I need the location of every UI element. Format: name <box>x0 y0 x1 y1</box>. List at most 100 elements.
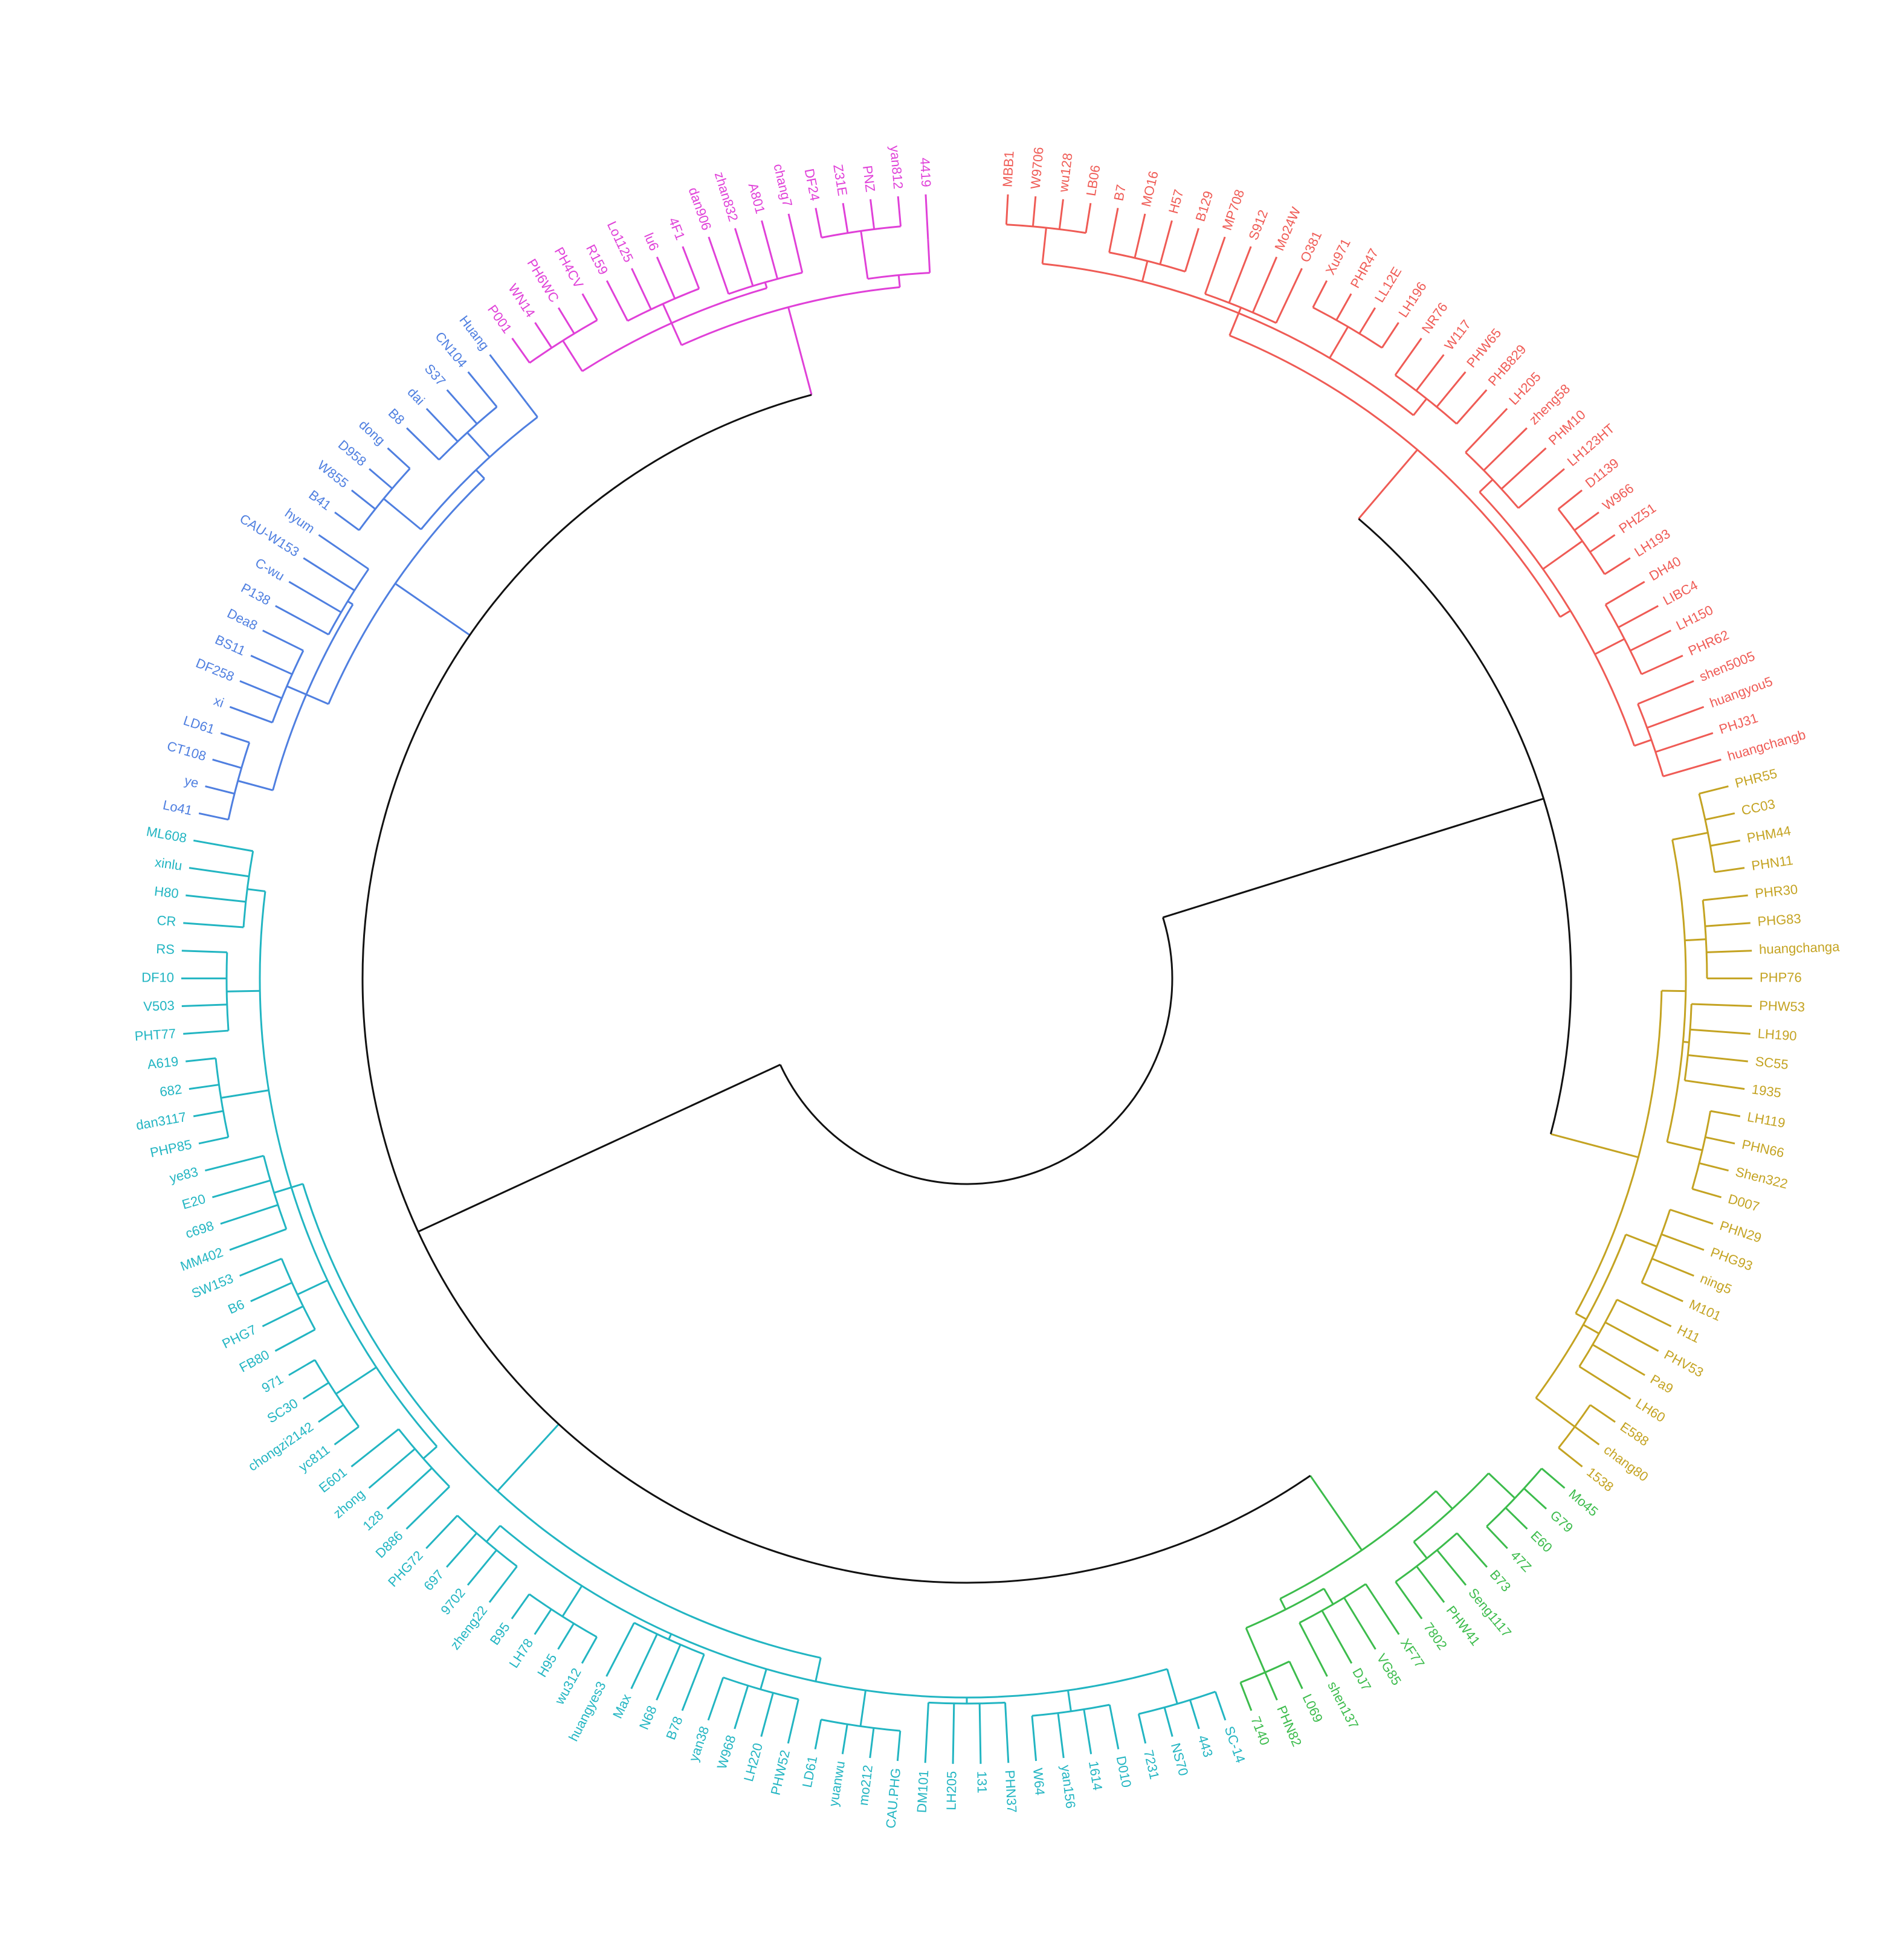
branch <box>1381 322 1399 349</box>
leaf-label: NR76 <box>1419 300 1451 336</box>
branch <box>662 303 673 324</box>
branch <box>708 236 730 295</box>
branch <box>183 922 244 929</box>
branch <box>239 1258 282 1277</box>
branch <box>288 1359 315 1376</box>
leaf-label: PHG83 <box>1757 911 1802 929</box>
branch <box>1573 511 1599 531</box>
leaf-label: LH193 <box>1631 526 1673 560</box>
branch <box>193 1110 224 1118</box>
leaf-label: VG85 <box>1373 1651 1404 1688</box>
leaf-label: B6 <box>225 1296 247 1317</box>
branch <box>1672 831 1708 841</box>
branch <box>306 694 329 705</box>
branch <box>220 1204 279 1225</box>
branch <box>334 511 360 531</box>
branch <box>925 194 929 240</box>
branch <box>446 1532 477 1568</box>
branch <box>1163 797 1544 919</box>
branch <box>1689 1028 1751 1035</box>
branch <box>1575 990 1663 1314</box>
branch <box>1578 1365 1631 1400</box>
leaf-label: LH190 <box>1757 1026 1797 1043</box>
leaf-label: LH78 <box>506 1636 536 1671</box>
leaf-label: PHR47 <box>1347 246 1382 291</box>
branch <box>1575 1312 1587 1321</box>
branch <box>318 1404 344 1423</box>
branch <box>1655 732 1714 753</box>
leaf-label: MBB1 <box>999 150 1016 187</box>
leaf-label: LL12E <box>1372 264 1404 304</box>
leaf-label: A801 <box>746 181 769 215</box>
branch <box>1550 1133 1639 1159</box>
branch <box>475 469 485 480</box>
branch <box>841 1724 848 1754</box>
leaf-label: zhong <box>331 1486 368 1521</box>
branch <box>1589 1404 1616 1423</box>
leaf-label: W64 <box>1030 1768 1048 1796</box>
branch <box>446 389 478 425</box>
leaf-label: Mo24W <box>1271 205 1303 253</box>
leaf-label: Mo45 <box>1566 1486 1601 1519</box>
branch <box>1108 207 1119 253</box>
branch <box>335 1366 377 1395</box>
branch <box>1706 950 1752 953</box>
branch <box>534 1609 552 1635</box>
branch <box>466 432 491 458</box>
leaf-label: E60 <box>1528 1528 1555 1555</box>
branch <box>1228 312 1240 336</box>
branch <box>250 1281 292 1302</box>
leaf-label: D958 <box>335 437 369 469</box>
branch <box>1604 1321 1659 1352</box>
branch <box>1415 354 1445 391</box>
branch <box>386 1467 433 1510</box>
leaf-label: CN104 <box>432 329 470 370</box>
leaf-label: xinlu <box>154 855 183 874</box>
leaf-label: PHN82 <box>1274 1704 1305 1749</box>
leaf-label: FB80 <box>237 1347 272 1376</box>
branch <box>605 280 628 321</box>
branch <box>189 867 250 878</box>
leaf-label: B41 <box>306 487 334 513</box>
leaf-label: PHR30 <box>1754 881 1798 901</box>
branch <box>205 785 235 795</box>
branch <box>1238 307 1242 314</box>
branch <box>262 629 304 652</box>
branch <box>1264 1672 1278 1701</box>
leaf-label: Z31E <box>830 163 850 197</box>
leaf-label: WN14 <box>505 281 538 320</box>
branch <box>787 307 813 395</box>
branch <box>1279 1598 1286 1610</box>
branch <box>422 1446 438 1460</box>
leaf-label: PHN29 <box>1718 1218 1763 1246</box>
branch <box>1630 629 1671 652</box>
leaf-label: W117 <box>1441 317 1474 353</box>
branch <box>1239 1682 1253 1711</box>
leaf-label: CAU.PHG <box>883 1768 903 1829</box>
branch <box>1456 389 1488 425</box>
branch <box>1560 610 1571 618</box>
leaf-label: ye <box>183 773 201 791</box>
branch <box>534 322 553 349</box>
branch <box>369 468 393 489</box>
branch <box>562 340 583 372</box>
branch <box>418 1064 781 1233</box>
leaf-label: hyum <box>282 506 318 536</box>
branch <box>1189 1699 1200 1730</box>
branch <box>229 1228 287 1251</box>
leaf-label: MM402 <box>178 1244 225 1274</box>
leaf-label: yan812 <box>887 145 906 190</box>
branch <box>1641 654 1683 675</box>
branch <box>211 1179 271 1199</box>
branch <box>1031 196 1037 227</box>
branch <box>1456 1532 1488 1568</box>
branch <box>1413 1541 1428 1559</box>
leaf-label: CR <box>157 913 176 929</box>
branch <box>1683 1041 1689 1043</box>
branch <box>734 1685 749 1730</box>
leaf-label: 443 <box>1195 1733 1216 1759</box>
branch <box>1583 1324 1600 1334</box>
leaf-label: MO16 <box>1138 170 1161 208</box>
branch <box>259 891 438 1447</box>
